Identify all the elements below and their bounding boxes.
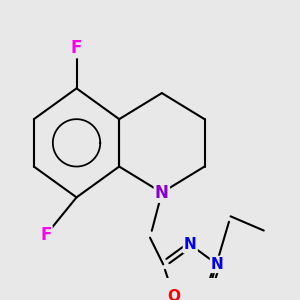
Text: F: F [40, 226, 51, 244]
Text: F: F [71, 39, 82, 57]
Text: O: O [167, 289, 180, 300]
Text: N: N [155, 184, 169, 202]
Text: N: N [211, 257, 224, 272]
Text: N: N [184, 237, 197, 252]
